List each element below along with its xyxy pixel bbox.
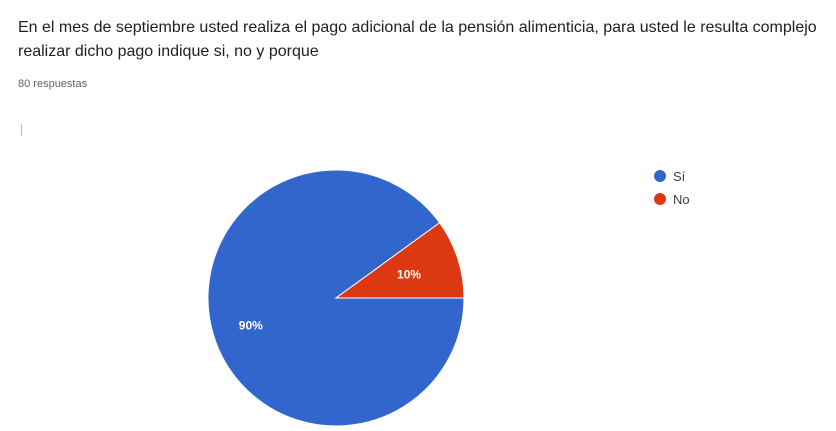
divider-tick: [21, 124, 22, 136]
legend-item-si: Sí: [654, 166, 690, 186]
pie-label-no: 10%: [397, 267, 421, 281]
response-count: 80 respuestas: [18, 78, 88, 90]
pie-label-si: 90%: [239, 319, 263, 333]
chart-legend: Sí No: [654, 166, 690, 212]
legend-item-no: No: [654, 189, 690, 209]
legend-label: No: [673, 191, 690, 207]
question-title: En el mes de septiembre usted realiza el…: [18, 19, 817, 60]
legend-dot-icon: [654, 193, 666, 205]
legend-label: Sí: [673, 168, 686, 184]
pie-slices: [207, 169, 465, 427]
pie-slice-no: [334, 222, 465, 299]
legend-dot-icon: [654, 170, 666, 182]
pie-labels: 90% 10%: [239, 267, 422, 332]
